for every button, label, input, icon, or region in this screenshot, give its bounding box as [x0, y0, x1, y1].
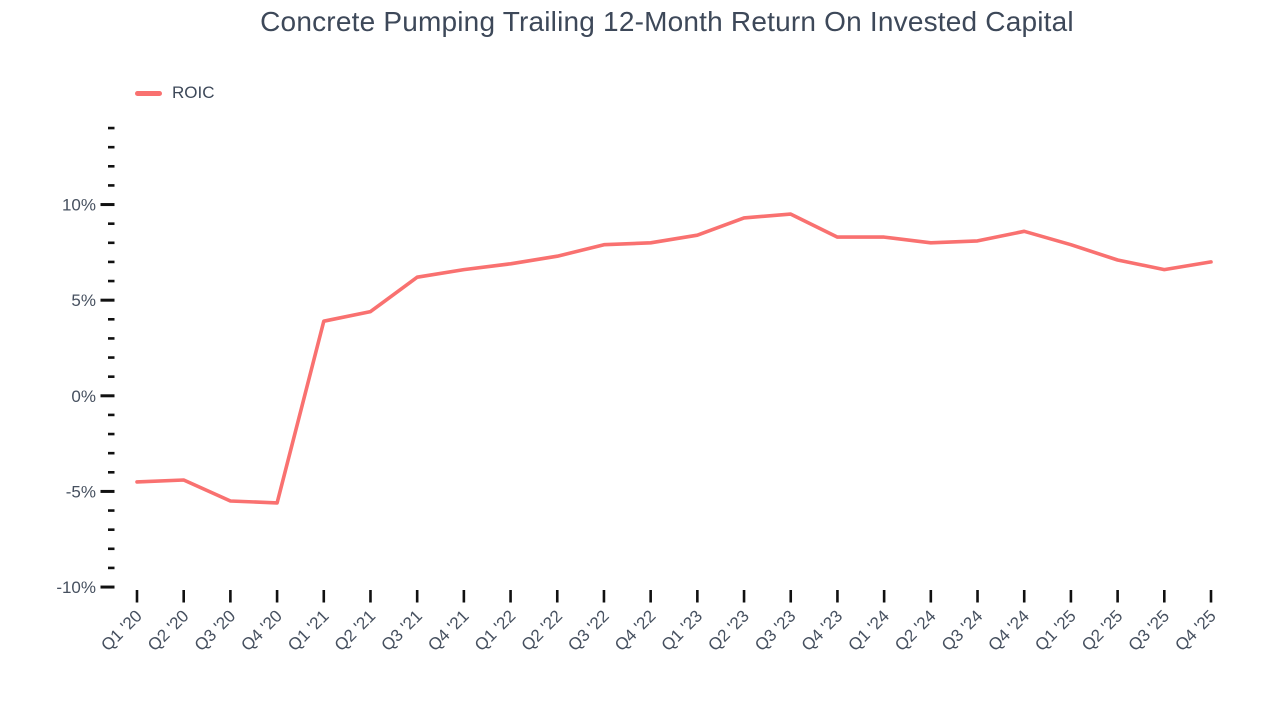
x-axis-tick-label: Q1 '25	[1031, 606, 1079, 654]
y-axis-tick-label: 10%	[62, 196, 96, 215]
y-axis-tick-label: -10%	[56, 578, 96, 597]
y-axis-tick-label: -5%	[66, 482, 96, 501]
legend-line-swatch	[135, 90, 162, 96]
x-axis-tick-label: Q2 '25	[1078, 606, 1126, 654]
roic-line-series	[135, 212, 1213, 505]
x-axis-tick-label: Q4 '22	[611, 606, 659, 654]
x-axis-tick-label: Q3 '21	[378, 606, 426, 654]
x-axis-tick-label: Q3 '22	[564, 606, 612, 654]
x-axis-tick-label: Q3 '25	[1125, 606, 1173, 654]
x-axis-tick-label: Q2 '24	[891, 606, 939, 654]
x-axis-tick-label: Q4 '21	[424, 606, 472, 654]
x-axis-tick-label: Q4 '25	[1171, 606, 1219, 654]
x-axis-tick-label: Q3 '23	[751, 606, 799, 654]
x-axis-tick-label: Q2 '20	[144, 606, 192, 654]
x-axis-tick-label: Q4 '24	[985, 606, 1033, 654]
x-axis-tick-label: Q1 '20	[97, 606, 145, 654]
x-axis-tick-label: Q2 '23	[704, 606, 752, 654]
x-axis-tick-label: Q2 '22	[518, 606, 566, 654]
x-axis-tick-label: Q1 '24	[844, 606, 892, 654]
legend: ROIC	[135, 83, 215, 103]
x-axis-tick-label: Q1 '22	[471, 606, 519, 654]
x-axis-tick-label: Q3 '24	[938, 606, 986, 654]
legend-label: ROIC	[172, 83, 215, 102]
y-axis-tick-label: 0%	[71, 387, 96, 406]
x-axis-tick-label: Q2 '21	[331, 606, 379, 654]
x-axis-tick-label: Q1 '21	[284, 606, 332, 654]
chart-title: Concrete Pumping Trailing 12-Month Retur…	[260, 6, 1074, 37]
y-axis-tick-label: 5%	[71, 291, 96, 310]
x-axis-tick-label: Q4 '20	[237, 606, 285, 654]
x-axis-tick-label: Q3 '20	[191, 606, 239, 654]
x-axis-tick-label: Q1 '23	[658, 606, 706, 654]
x-axis-tick-label: Q4 '23	[798, 606, 846, 654]
